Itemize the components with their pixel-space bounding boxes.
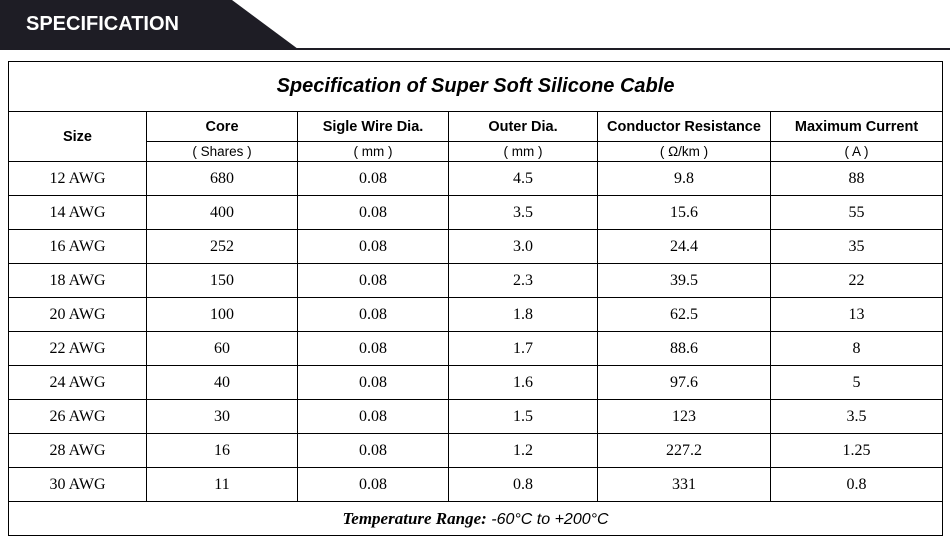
table-title: Specification of Super Soft Silicone Cab… [7, 61, 944, 112]
cell-outer-dia: 1.5 [448, 399, 598, 434]
table-row: 20 AWG 100 0.08 1.8 62.5 13 [8, 297, 944, 332]
table-row: 16 AWG 252 0.08 3.0 24.4 35 [8, 229, 944, 264]
cell-conductor-resistance: 331 [597, 467, 771, 502]
cell-size: 26 AWG [8, 399, 147, 434]
unit-core: ( Shares ) [146, 141, 298, 162]
cell-outer-dia: 0.8 [448, 467, 598, 502]
cell-single-wire-dia: 0.08 [297, 467, 449, 502]
cell-single-wire-dia: 0.08 [297, 161, 449, 196]
cell-maximum-current: 1.25 [769, 433, 944, 468]
cell-size: 20 AWG [8, 297, 147, 332]
cell-conductor-resistance: 123 [597, 399, 771, 434]
column-header-outer-dia: Outer Dia. [448, 111, 598, 142]
cell-core: 30 [146, 399, 298, 434]
table-row: 22 AWG 60 0.08 1.7 88.6 8 [8, 331, 944, 366]
cell-maximum-current: 13 [769, 297, 944, 332]
cell-outer-dia: 3.0 [448, 229, 598, 264]
cell-outer-dia: 2.3 [448, 263, 598, 298]
cell-single-wire-dia: 0.08 [297, 263, 449, 298]
cell-core: 40 [146, 365, 298, 400]
temperature-range-label: Temperature Range: [342, 508, 487, 528]
table-row: 18 AWG 150 0.08 2.3 39.5 22 [8, 263, 944, 298]
temperature-range-value: -60°C to +200°C [486, 510, 609, 528]
cell-size: 14 AWG [8, 195, 147, 230]
column-header-single-wire-dia: Sigle Wire Dia. [297, 111, 449, 142]
cell-size: 16 AWG [8, 229, 147, 264]
column-header-maximum-current: Maximum Current [769, 111, 944, 142]
unit-outer-dia: ( mm ) [448, 141, 598, 162]
table-row: 28 AWG 16 0.08 1.2 227.2 1.25 [8, 433, 944, 468]
cell-core: 11 [146, 467, 298, 502]
column-header-size: Size [8, 111, 147, 162]
banner-shape [0, 0, 298, 49]
unit-maximum-current: ( A ) [769, 141, 944, 162]
cell-conductor-resistance: 24.4 [597, 229, 771, 264]
cell-outer-dia: 4.5 [448, 161, 598, 196]
cell-single-wire-dia: 0.08 [297, 195, 449, 230]
cell-outer-dia: 1.8 [448, 297, 598, 332]
title-row: Specification of Super Soft Silicone Cab… [7, 61, 944, 112]
cell-conductor-resistance: 9.8 [597, 161, 771, 196]
cell-core: 100 [146, 297, 298, 332]
cell-conductor-resistance: 88.6 [597, 331, 771, 366]
cell-maximum-current: 5 [769, 365, 944, 400]
cell-maximum-current: 55 [769, 195, 944, 230]
unit-single-wire-dia: ( mm ) [297, 141, 449, 162]
table-row: 24 AWG 40 0.08 1.6 97.6 5 [8, 365, 944, 400]
section-banner: SPECIFICATION [0, 0, 300, 49]
column-header-core: Core [146, 111, 298, 142]
cell-core: 252 [146, 229, 298, 264]
cell-conductor-resistance: 15.6 [597, 195, 771, 230]
cell-conductor-resistance: 62.5 [597, 297, 771, 332]
table-row: 30 AWG 11 0.08 0.8 331 0.8 [8, 467, 944, 502]
cell-outer-dia: 1.6 [448, 365, 598, 400]
cell-outer-dia: 1.2 [448, 433, 598, 468]
cell-single-wire-dia: 0.08 [297, 365, 449, 400]
cell-size: 22 AWG [8, 331, 147, 366]
cell-maximum-current: 0.8 [769, 467, 944, 502]
cell-maximum-current: 35 [769, 229, 944, 264]
header-row: Size Core Sigle Wire Dia. Outer Dia. Con… [8, 111, 944, 162]
cell-conductor-resistance: 227.2 [597, 433, 771, 468]
table-row: 12 AWG 680 0.08 4.5 9.8 88 [8, 161, 944, 196]
section-title: SPECIFICATION [26, 13, 179, 35]
temperature-range: Temperature Range: -60°C to +200°C [7, 501, 944, 536]
cell-core: 680 [146, 161, 298, 196]
cell-size: 28 AWG [8, 433, 147, 468]
cell-outer-dia: 3.5 [448, 195, 598, 230]
unit-row: ( Shares ) ( mm ) ( mm ) ( Ω/km ) ( A ) [9, 141, 944, 162]
cell-single-wire-dia: 0.08 [297, 229, 449, 264]
cell-single-wire-dia: 0.08 [297, 433, 449, 468]
cell-maximum-current: 3.5 [769, 399, 944, 434]
cell-maximum-current: 8 [769, 331, 944, 366]
cell-core: 150 [146, 263, 298, 298]
cell-size: 24 AWG [8, 365, 147, 400]
cell-single-wire-dia: 0.08 [297, 331, 449, 366]
cell-maximum-current: 22 [769, 263, 944, 298]
cell-conductor-resistance: 97.6 [597, 365, 771, 400]
cell-conductor-resistance: 39.5 [597, 263, 771, 298]
table-row: 26 AWG 30 0.08 1.5 123 3.5 [8, 399, 944, 434]
cell-maximum-current: 88 [769, 161, 944, 196]
cell-outer-dia: 1.7 [448, 331, 598, 366]
cell-single-wire-dia: 0.08 [297, 399, 449, 434]
temperature-row: Temperature Range: -60°C to +200°C [7, 501, 944, 536]
cell-core: 16 [146, 433, 298, 468]
cell-size: 12 AWG [8, 161, 147, 196]
cell-core: 60 [146, 331, 298, 366]
cell-size: 18 AWG [8, 263, 147, 298]
header-divider [0, 48, 950, 50]
table-row: 14 AWG 400 0.08 3.5 15.6 55 [8, 195, 944, 230]
cell-single-wire-dia: 0.08 [297, 297, 449, 332]
cell-size: 30 AWG [8, 467, 147, 502]
unit-conductor-resistance: ( Ω/km ) [597, 141, 771, 162]
column-header-conductor-resistance: Conductor Resistance [597, 111, 771, 142]
cell-core: 400 [146, 195, 298, 230]
spec-table: Specification of Super Soft Silicone Cab… [7, 61, 944, 536]
